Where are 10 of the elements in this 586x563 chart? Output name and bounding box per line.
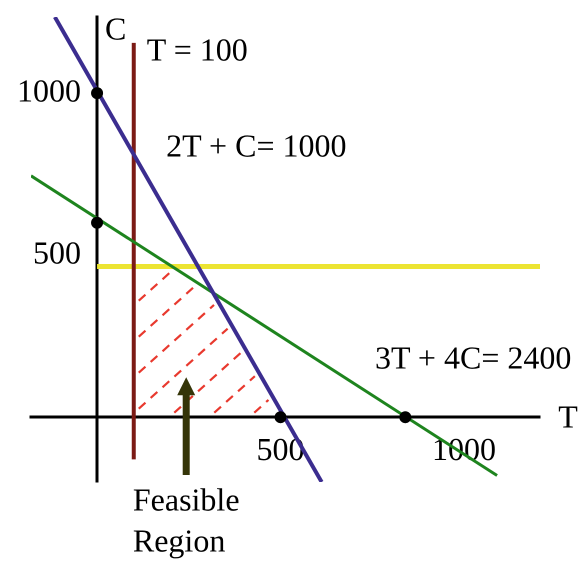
series-label: T = 100	[146, 31, 248, 68]
y-axis-title: C	[105, 10, 126, 46]
point	[274, 411, 287, 424]
series-label: 3T + 4C= 2400	[374, 339, 572, 376]
annotation: Feasible Region	[132, 481, 240, 558]
point	[91, 87, 104, 100]
series-label: 2T + C= 1000	[166, 128, 346, 164]
point	[91, 216, 104, 229]
x-axis-title: T	[558, 398, 578, 435]
point	[399, 411, 412, 424]
